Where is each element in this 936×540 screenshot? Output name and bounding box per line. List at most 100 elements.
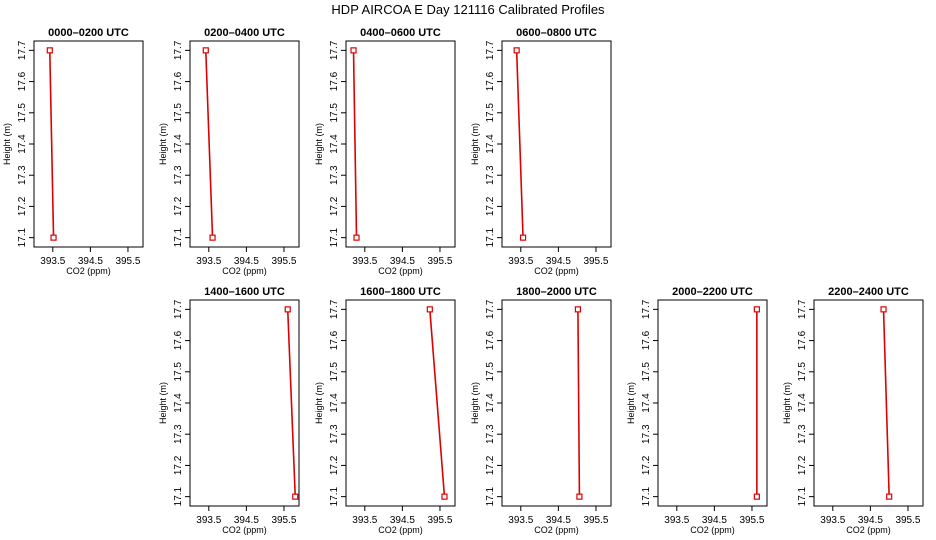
plot-frame [501,299,612,507]
y-tick-label: 17.4 [329,134,340,154]
x-tick-label: 393.5 [664,515,689,526]
y-tick-label: 17.7 [329,299,340,319]
panel-1600-1800-utc: 1600–1800 UTC 17.1 17.2 17.3 17.4 17.5 17.6 17.… [314,286,456,535]
y-tick-label: 17.5 [485,362,496,382]
y-tick-label: 17.4 [17,134,28,154]
y-tick-label: 17.2 [17,196,28,216]
x-tick-label: 395.5 [271,515,296,526]
y-tick-label: 17.6 [329,330,340,350]
panel-title: 1600–1800 UTC [360,286,441,298]
y-tick-label: 17.4 [485,393,496,413]
y-tick-label: 17.3 [329,165,340,185]
y-tick-label: 17.5 [485,103,496,123]
x-tick-label: 393.5 [352,515,377,526]
data-point-17-7 [513,47,520,54]
x-tick-label: 394.5 [858,515,883,526]
y-axis-label: Height (m) [470,382,480,424]
data-point-17-7 [753,306,760,313]
y-tick-label: 17.5 [329,103,340,123]
x-axis-label: CO2 (ppm) [222,525,267,535]
panel-title: 2200–2400 UTC [828,286,909,298]
y-tick-label: 17.3 [173,424,184,444]
profile-line [429,309,446,497]
y-tick-label: 17.4 [797,393,808,413]
x-tick-label: 394.5 [546,515,571,526]
x-axis-label: CO2 (ppm) [378,525,423,535]
plot-frame [501,40,612,248]
y-tick-label: 17.7 [173,40,184,60]
x-tick-label: 394.5 [702,515,727,526]
panel-0600-0800-utc: 0600–0800 UTC 17.1 17.2 17.3 17.4 17.5 17.6 17.… [470,27,612,276]
panel-0200-0400-utc: 0200–0400 UTC 17.1 17.2 17.3 17.4 17.5 17.6 17.… [158,27,300,276]
x-tick-label: 393.5 [40,256,65,267]
y-tick-label: 17.7 [329,40,340,60]
y-tick-label: 17.3 [173,165,184,185]
x-axis-label: CO2 (ppm) [66,266,111,276]
y-tick-label: 17.4 [329,393,340,413]
panel-0400-0600-utc: 0400–0600 UTC 17.1 17.2 17.3 17.4 17.5 17.6 17.… [314,27,456,276]
data-point-17-1 [353,234,360,241]
y-tick-label: 17.1 [173,227,184,247]
y-tick-label: 17.1 [173,486,184,506]
data-point-17-7 [880,306,887,313]
data-point-17-1 [441,493,448,500]
profile-line [882,309,890,497]
data-point-17-7 [46,47,53,54]
y-tick-label: 17.7 [173,299,184,319]
data-point-17-7 [284,306,291,313]
x-tick-label: 395.5 [895,515,920,526]
y-tick-label: 17.6 [485,330,496,350]
y-tick-label: 17.6 [641,330,652,350]
y-tick-label: 17.2 [797,455,808,475]
panel-1800-2000-utc: 1800–2000 UTC 17.1 17.2 17.3 17.4 17.5 17.6 17.… [470,286,612,535]
x-tick-label: 393.5 [508,256,533,267]
x-axis-label: CO2 (ppm) [690,525,735,535]
y-tick-label: 17.3 [17,165,28,185]
x-tick-label: 395.5 [583,256,608,267]
data-point-17-7 [350,47,357,54]
y-tick-label: 17.7 [485,299,496,319]
x-tick-label: 394.5 [390,256,415,267]
x-tick-label: 395.5 [271,256,296,267]
y-tick-label: 17.5 [329,362,340,382]
x-axis-label: CO2 (ppm) [534,266,579,276]
plot-frame [657,299,768,507]
y-tick-label: 17.5 [173,103,184,123]
x-tick-label: 394.5 [78,256,103,267]
data-point-17-1 [753,493,760,500]
y-tick-label: 17.6 [329,71,340,91]
profile-line [515,50,524,238]
y-tick-label: 17.1 [797,486,808,506]
plot-frame [813,299,924,507]
x-tick-label: 394.5 [546,256,571,267]
plot-frame [345,40,456,248]
x-tick-label: 395.5 [427,515,452,526]
x-axis-label: CO2 (ppm) [846,525,891,535]
y-axis-label: Height (m) [314,123,324,165]
x-tick-label: 393.5 [196,256,221,267]
profile-line [577,309,581,497]
y-axis-label: Height (m) [782,382,792,424]
y-tick-label: 17.3 [485,165,496,185]
y-tick-label: 17.1 [17,227,28,247]
y-tick-label: 17.4 [641,393,652,413]
data-point-17-1 [886,493,893,500]
y-tick-label: 17.2 [641,455,652,475]
x-tick-label: 395.5 [115,256,140,267]
panel-title: 0200–0400 UTC [204,27,285,39]
y-tick-label: 17.6 [173,71,184,91]
y-tick-label: 17.7 [485,40,496,60]
x-tick-label: 393.5 [196,515,221,526]
y-tick-label: 17.2 [485,196,496,216]
y-tick-label: 17.6 [17,71,28,91]
y-tick-label: 17.7 [17,40,28,60]
y-axis-label: Height (m) [626,382,636,424]
y-tick-label: 17.6 [173,330,184,350]
y-tick-label: 17.1 [485,486,496,506]
panel-title: 1800–2000 UTC [516,286,597,298]
x-tick-label: 394.5 [234,515,259,526]
panel-2200-2400-utc: 2200–2400 UTC 17.1 17.2 17.3 17.4 17.5 17.6 17.… [782,286,924,535]
y-axis-label: Height (m) [158,123,168,165]
